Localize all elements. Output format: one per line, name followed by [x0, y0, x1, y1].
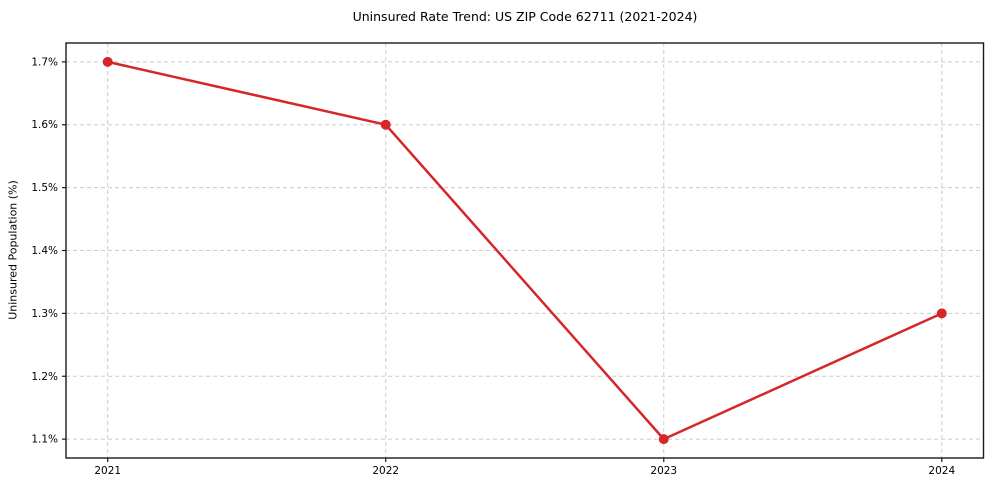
trend-line	[106, 60, 944, 441]
y-tick-label: 1.5%	[31, 182, 58, 194]
data-point	[936, 308, 947, 319]
x-tick-label: 2022	[372, 465, 399, 477]
x-tick-label: 2024	[928, 465, 955, 477]
data-point	[658, 434, 669, 445]
y-tick-label: 1.2%	[31, 371, 58, 383]
plot-frame	[65, 42, 985, 459]
y-tick-label: 1.1%	[31, 434, 58, 446]
chart-title: Uninsured Rate Trend: US ZIP Code 62711 …	[352, 9, 698, 24]
y-tick-label: 1.4%	[31, 245, 58, 257]
x-tick-label: 2021	[94, 465, 121, 477]
x-tick-label: 2023	[650, 465, 677, 477]
y-tick-label: 1.3%	[31, 308, 58, 320]
data-point	[102, 56, 113, 67]
y-tick-label: 1.7%	[31, 56, 58, 68]
y-tick-label: 1.6%	[31, 119, 58, 131]
data-point	[380, 119, 391, 130]
